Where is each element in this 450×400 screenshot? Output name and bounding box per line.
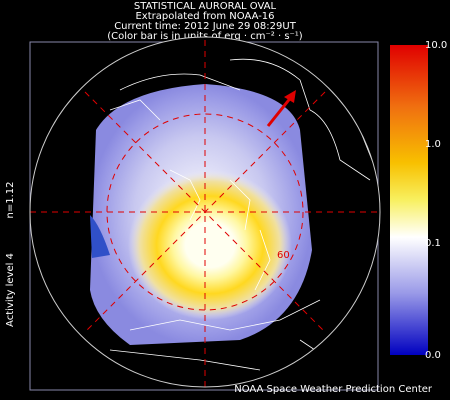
footer: NOAA Space Weather Prediction Center [234,384,433,395]
sun-arrow-head [284,90,296,103]
aurora-blue-patch [90,215,110,258]
globe-outline [29,36,381,388]
color-bar [390,45,428,355]
color-bar-label: 1.0 [425,139,441,150]
auroral-oval [128,170,292,320]
header-line: Extrapolated from NOAA-16 [135,11,274,22]
color-bar-label: 0.0 [425,350,441,361]
header-line: STATISTICAL AURORAL OVAL [134,1,277,12]
grid-overlay [30,40,380,387]
globe [30,37,380,387]
color-bar-label: 0.1 [425,238,441,249]
header: STATISTICAL AURORAL OVAL Extrapolated fr… [107,1,303,42]
sun-arrow [266,95,294,127]
side-label: n=1.12 [5,182,16,219]
side-label: Activity level 4 [5,253,16,327]
header-line: (Color bar is in units of erg · cm⁻² · s… [107,31,303,42]
latitude-label: 60 [277,250,290,261]
header-line: Current time: 2012 June 29 08:29UT [114,21,297,32]
color-bar-label: 10.0 [425,40,447,51]
